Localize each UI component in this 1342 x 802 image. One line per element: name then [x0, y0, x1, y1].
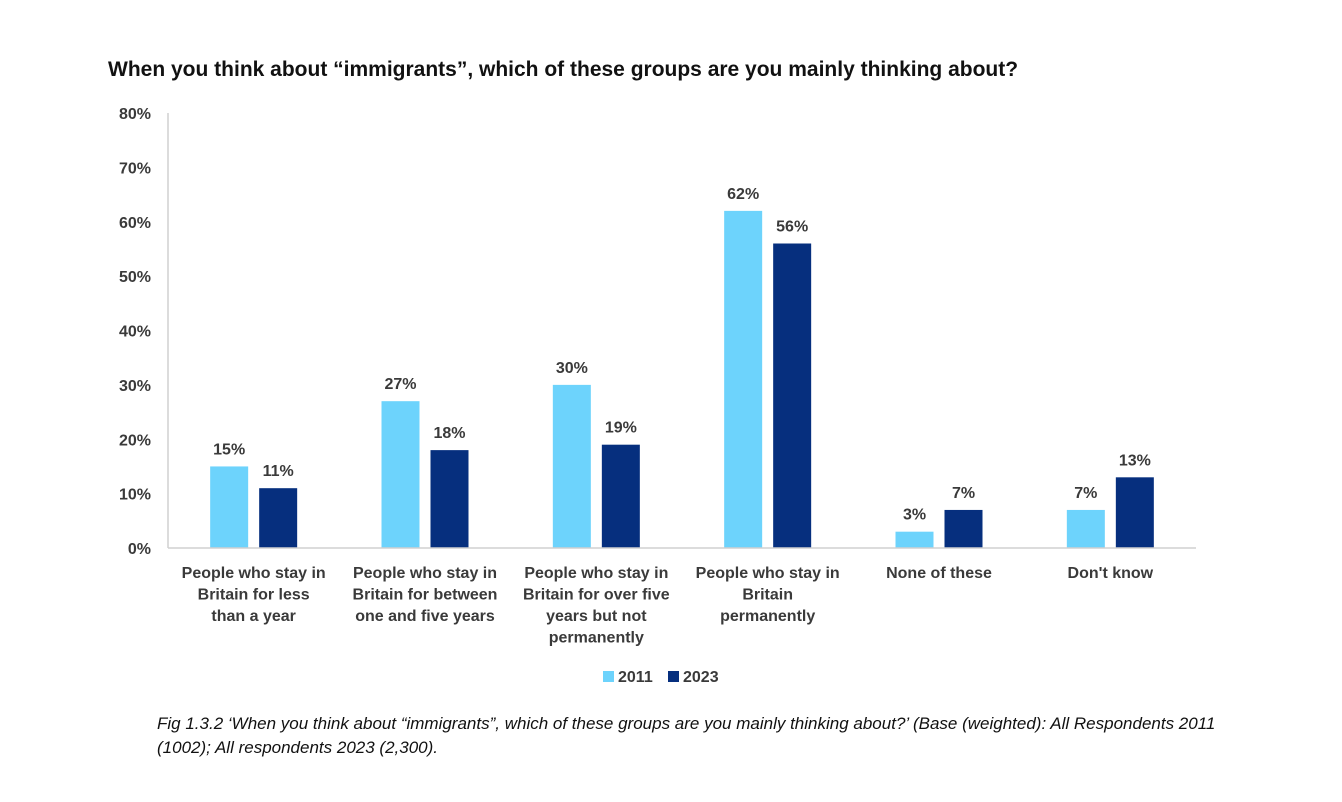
x-category-label: None of these — [886, 565, 992, 582]
value-label: 11% — [263, 463, 294, 480]
caption-text: ‘When you think about “immigrants”, whic… — [157, 714, 1216, 757]
value-label: 27% — [384, 376, 416, 393]
x-category-label: People who stay in Britain for less than a… — [182, 565, 326, 625]
value-label: 3% — [903, 507, 926, 524]
value-label: 56% — [776, 219, 808, 236]
bar-2023 — [944, 509, 983, 548]
y-tick-label: 60% — [119, 215, 151, 232]
bar-2023 — [601, 444, 640, 548]
bar-2011 — [724, 210, 763, 548]
legend-swatch-2011 — [603, 671, 614, 682]
x-category-label: Don't know — [1068, 565, 1154, 582]
legend: 2011 2023 — [603, 669, 719, 686]
value-label: 62% — [727, 186, 759, 203]
bars — [210, 210, 1154, 548]
bar-2023 — [259, 488, 298, 548]
y-tick-label: 0% — [128, 541, 151, 558]
value-labels: 15% 11% 27% 18% 30% 19% 62% 56% 3% 7% 7% 13% — [213, 186, 1151, 524]
bar-2011 — [552, 384, 591, 548]
figure-caption: Fig 1.3.2 ‘When you think about “immigra… — [157, 712, 1267, 760]
chart-title: When you think about “immigrants”, which… — [108, 58, 1019, 81]
value-label: 19% — [605, 420, 637, 437]
caption-fig-label: Fig 1.3.2 — [157, 714, 224, 733]
value-label: 7% — [952, 485, 975, 502]
bar-2023 — [773, 243, 812, 548]
x-category-label: People who stay in Britain for over five y… — [523, 565, 670, 647]
legend-swatch-2023 — [668, 671, 679, 682]
y-tick-label: 80% — [119, 106, 151, 123]
x-category-label: People who stay in Britain permanently — [696, 565, 840, 625]
value-label: 30% — [556, 360, 588, 377]
y-tick-label: 40% — [119, 324, 151, 341]
legend-label-2011: 2011 — [618, 669, 653, 686]
x-axis-category-labels: People who stay in Britain for less than a… — [182, 565, 1154, 647]
y-tick-label: 20% — [119, 432, 151, 449]
y-tick-label: 50% — [119, 269, 151, 286]
value-label: 18% — [433, 425, 465, 442]
value-label: 15% — [213, 441, 245, 458]
bar-2011 — [381, 401, 420, 548]
y-tick-label: 70% — [119, 160, 151, 177]
y-tick-label: 30% — [119, 378, 151, 395]
bar-2011 — [210, 466, 249, 548]
bar-2023 — [430, 450, 469, 548]
y-axis-tick-labels: 0% 10% 20% 30% 40% 50% 60% 70% 80% — [119, 106, 151, 558]
bar-chart: 0% 10% 20% 30% 40% 50% 60% 70% 80% 15% 11% 27% 18% 3… — [119, 106, 1196, 686]
bar-2011 — [895, 531, 934, 548]
value-label: 7% — [1074, 485, 1097, 502]
legend-label-2023: 2023 — [683, 669, 719, 686]
bar-2011 — [1066, 509, 1105, 548]
x-category-label: People who stay in Britain for between one… — [353, 565, 498, 625]
y-tick-label: 10% — [119, 487, 151, 504]
bar-2023 — [1115, 477, 1154, 548]
value-label: 13% — [1119, 452, 1151, 469]
